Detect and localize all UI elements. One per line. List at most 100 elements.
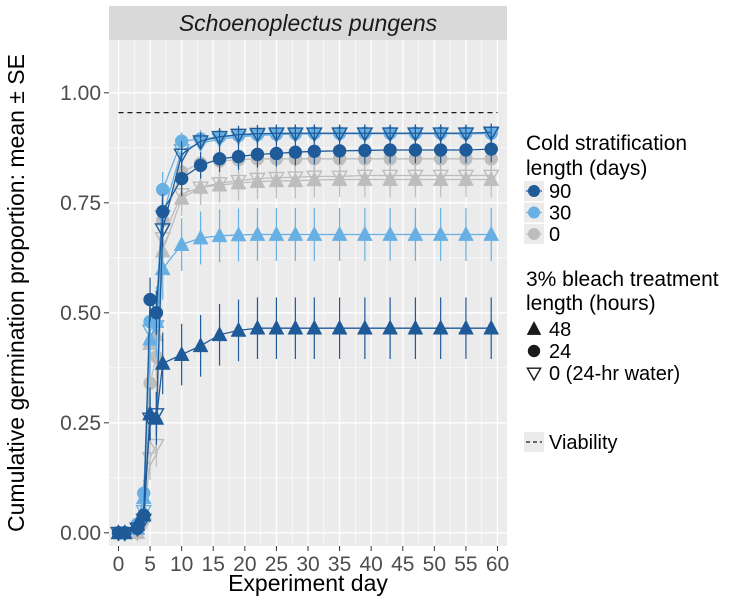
y-tick-label: 0.50 [60, 302, 101, 325]
y-tick-label: 0.00 [60, 522, 101, 545]
data-point [230, 321, 247, 337]
legend-cold-label: 0 [549, 224, 560, 246]
legend-bleach-key-shape [526, 367, 542, 382]
data-point [141, 412, 159, 428]
data-point [306, 225, 323, 241]
legend-bleach-title-line1: 3% bleach treatment [526, 268, 719, 291]
legend-viability-label: Viability [549, 432, 618, 454]
data-point [305, 127, 323, 143]
data-point [381, 127, 399, 143]
data-point [154, 223, 172, 239]
legend-bleach-label: 48 [549, 319, 571, 341]
data-point [331, 319, 348, 335]
data-point [192, 229, 209, 245]
y-tick-label: 1.00 [60, 82, 101, 105]
x-tick-label: 30 [296, 553, 319, 576]
legend-bleach-label: 0 (24-hr water) [549, 363, 680, 385]
data-point [192, 135, 209, 151]
data-point [381, 169, 399, 185]
data-point [249, 225, 266, 241]
data-point [268, 225, 285, 241]
y-axis: 0.00 0.25 0.50 0.75 1.00 [60, 82, 109, 545]
data-point [307, 144, 322, 159]
legend-cold-label: 30 [549, 203, 571, 225]
x-tick-label: 20 [233, 553, 256, 576]
x-tick-label: 5 [144, 553, 156, 576]
data-point [268, 127, 285, 143]
data-point [249, 172, 266, 188]
y-axis-title: Cumulative germination proportion: mean … [3, 54, 29, 532]
series-90d-0h [110, 123, 500, 542]
data-point [143, 292, 157, 307]
legend-bleach-label: 24 [549, 341, 571, 363]
data-point [173, 148, 190, 164]
data-point [358, 143, 372, 158]
data-point [149, 306, 164, 320]
series-30d-48h [110, 208, 500, 540]
data-point [287, 319, 304, 335]
data-point [433, 143, 448, 157]
data-point [432, 319, 449, 335]
data-point [382, 319, 399, 335]
data-point [116, 526, 134, 542]
data-point [306, 319, 323, 335]
legend-cold-key-dot [528, 206, 540, 219]
x-tick-label: 40 [359, 553, 382, 576]
data-point [268, 319, 285, 335]
data-point [383, 143, 397, 157]
data-point [484, 142, 498, 156]
data-point [407, 169, 424, 185]
data-point [192, 337, 209, 353]
legend-bleach-title-line2: length (hours) [526, 292, 656, 315]
data-point [432, 169, 450, 185]
data-point [250, 147, 265, 162]
series-line [118, 131, 492, 534]
data-point [129, 522, 146, 538]
x-axis: 0 5 10 15 20 25 30 35 40 45 50 55 60 [113, 546, 509, 576]
legend-cold-key-dot [528, 228, 540, 240]
data-point [173, 345, 190, 361]
data-point [407, 225, 424, 241]
data-point [408, 143, 423, 157]
data-point [356, 127, 374, 143]
data-point [287, 225, 304, 241]
data-point [331, 225, 348, 241]
legend-cold-label: 90 [549, 181, 571, 203]
data-point [211, 130, 228, 146]
y-tick-label: 0.25 [60, 412, 101, 435]
data-point [356, 169, 374, 185]
data-point [211, 177, 228, 192]
data-point [356, 319, 373, 335]
legend-cold-title-line2: length (days) [526, 157, 647, 180]
x-axis-title: Experiment day [228, 570, 388, 596]
x-tick-label: 45 [391, 553, 414, 576]
data-point [457, 169, 475, 185]
data-point [407, 127, 424, 143]
data-point [230, 226, 247, 242]
x-tick-label: 60 [486, 553, 509, 576]
x-tick-label: 35 [328, 553, 351, 576]
data-point [192, 181, 209, 197]
data-point [231, 149, 246, 164]
data-point [432, 225, 449, 241]
x-tick-label: 15 [202, 553, 225, 576]
data-point [331, 170, 348, 186]
data-point [459, 143, 473, 157]
y-tick-label: 0.75 [60, 192, 101, 215]
data-point [483, 225, 500, 241]
data-point [212, 152, 227, 166]
data-point [249, 127, 266, 143]
legend-cold-key-dot [528, 185, 540, 197]
data-point [331, 127, 348, 143]
legend-bleach-key-shape [527, 344, 541, 358]
data-point [457, 127, 475, 143]
data-point [458, 319, 474, 335]
data-point [193, 158, 208, 173]
x-tick-label: 25 [265, 553, 288, 576]
data-point [483, 319, 500, 335]
x-tick-label: 55 [454, 553, 477, 576]
